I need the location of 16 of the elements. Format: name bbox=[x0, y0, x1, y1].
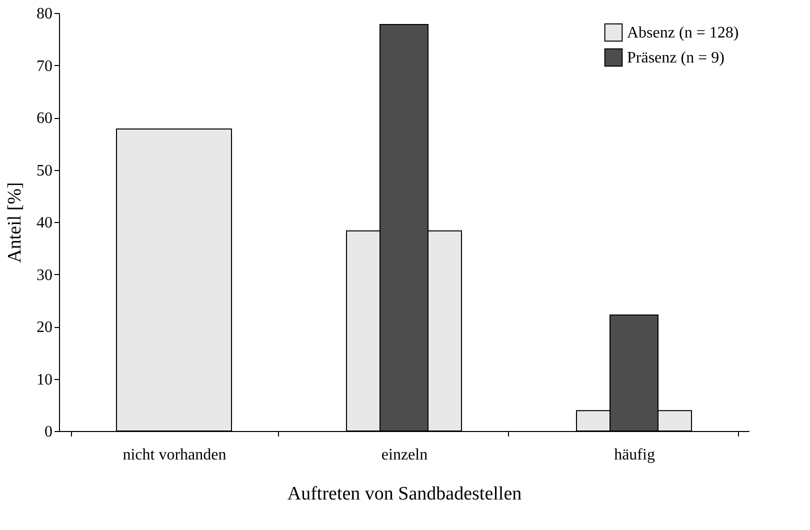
y-tick-label: 50 bbox=[36, 162, 52, 180]
y-tick-label: 10 bbox=[36, 371, 52, 388]
y-axis-title: Anteil [%] bbox=[4, 182, 26, 263]
y-tick-label: 30 bbox=[36, 266, 52, 284]
legend-label: Absenz (n = 128) bbox=[627, 24, 739, 42]
y-tick-label: 70 bbox=[36, 58, 52, 75]
x-tick-label: nicht vorhanden bbox=[122, 446, 226, 464]
y-tick-label: 20 bbox=[36, 319, 52, 336]
legend-label: Präsenz (n = 9) bbox=[627, 50, 724, 66]
x-tick-label: häufig bbox=[614, 446, 655, 464]
y-tick-label: 60 bbox=[36, 110, 52, 127]
x-tick-label: einzeln bbox=[381, 446, 428, 464]
y-tick-label: 80 bbox=[36, 6, 52, 22]
y-tick-label: 0 bbox=[44, 424, 52, 440]
y-tick-label: 40 bbox=[36, 214, 52, 232]
x-axis-title: Auftreten von Sandbadestellen bbox=[287, 484, 522, 504]
